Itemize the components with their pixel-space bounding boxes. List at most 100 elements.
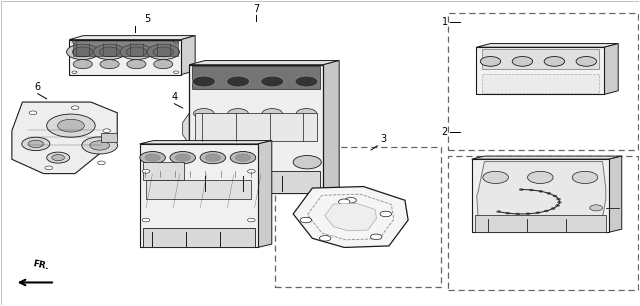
Circle shape xyxy=(380,211,392,217)
Polygon shape xyxy=(476,43,618,47)
Circle shape xyxy=(484,75,496,81)
Circle shape xyxy=(142,170,150,173)
Bar xyxy=(481,74,599,93)
Bar xyxy=(475,215,606,232)
Circle shape xyxy=(248,170,255,173)
Polygon shape xyxy=(69,35,195,39)
Polygon shape xyxy=(12,102,117,174)
Circle shape xyxy=(47,152,70,163)
Bar xyxy=(189,65,323,193)
Bar xyxy=(192,66,320,89)
Circle shape xyxy=(236,154,251,161)
Bar xyxy=(146,181,252,199)
Circle shape xyxy=(527,171,553,184)
Polygon shape xyxy=(258,140,272,248)
Circle shape xyxy=(190,155,226,172)
Circle shape xyxy=(576,57,596,66)
Circle shape xyxy=(371,234,382,240)
Circle shape xyxy=(517,75,529,81)
Circle shape xyxy=(544,57,564,66)
Circle shape xyxy=(512,57,532,66)
Circle shape xyxy=(120,44,152,60)
Bar xyxy=(448,13,638,150)
Polygon shape xyxy=(189,61,339,65)
Circle shape xyxy=(73,60,92,69)
Bar xyxy=(140,144,258,248)
Text: 1: 1 xyxy=(442,17,448,27)
Circle shape xyxy=(93,44,125,60)
Polygon shape xyxy=(604,43,618,95)
Polygon shape xyxy=(181,35,195,75)
Circle shape xyxy=(193,76,215,87)
Circle shape xyxy=(296,109,317,118)
Polygon shape xyxy=(140,140,272,144)
Circle shape xyxy=(103,129,111,132)
Polygon shape xyxy=(609,156,621,232)
Circle shape xyxy=(198,159,218,168)
Circle shape xyxy=(200,151,226,164)
Text: 3: 3 xyxy=(381,134,387,144)
Circle shape xyxy=(153,47,173,57)
Circle shape xyxy=(90,141,109,150)
Polygon shape xyxy=(477,162,606,217)
Circle shape xyxy=(536,212,540,214)
Bar xyxy=(448,156,638,290)
Circle shape xyxy=(127,60,146,69)
Circle shape xyxy=(553,195,557,197)
Circle shape xyxy=(300,217,312,223)
Circle shape xyxy=(319,236,331,241)
Circle shape xyxy=(345,197,356,203)
Circle shape xyxy=(547,192,551,194)
Text: FR.: FR. xyxy=(31,259,49,272)
Circle shape xyxy=(590,205,603,211)
Circle shape xyxy=(556,205,559,207)
Bar xyxy=(481,49,599,69)
Circle shape xyxy=(28,140,44,147)
Circle shape xyxy=(550,75,561,81)
Circle shape xyxy=(519,189,523,191)
Circle shape xyxy=(58,119,84,132)
Circle shape xyxy=(248,218,255,222)
Circle shape xyxy=(72,41,77,43)
Circle shape xyxy=(260,76,284,87)
Circle shape xyxy=(194,109,214,118)
Bar xyxy=(143,162,184,181)
Circle shape xyxy=(293,155,321,169)
Circle shape xyxy=(100,60,119,69)
Circle shape xyxy=(142,218,150,222)
Circle shape xyxy=(551,207,555,209)
Bar xyxy=(72,41,178,56)
Circle shape xyxy=(339,199,350,204)
Circle shape xyxy=(557,201,561,203)
Circle shape xyxy=(45,166,52,170)
Circle shape xyxy=(205,154,221,161)
Circle shape xyxy=(82,137,118,154)
Bar xyxy=(192,171,320,193)
Circle shape xyxy=(98,161,105,165)
Circle shape xyxy=(67,44,99,60)
Circle shape xyxy=(480,57,500,66)
Circle shape xyxy=(154,60,173,69)
Circle shape xyxy=(545,210,548,212)
Circle shape xyxy=(47,114,95,137)
Circle shape xyxy=(72,47,93,57)
Circle shape xyxy=(173,71,179,73)
Circle shape xyxy=(140,151,165,164)
FancyBboxPatch shape xyxy=(69,39,181,75)
Circle shape xyxy=(22,137,50,151)
Circle shape xyxy=(539,190,543,192)
Circle shape xyxy=(529,189,533,191)
Polygon shape xyxy=(182,114,189,144)
Text: 5: 5 xyxy=(145,14,150,24)
Circle shape xyxy=(29,111,36,115)
Bar xyxy=(195,114,317,141)
Circle shape xyxy=(230,151,256,164)
Circle shape xyxy=(173,41,179,43)
Circle shape xyxy=(227,76,250,87)
Circle shape xyxy=(557,198,561,200)
Circle shape xyxy=(72,71,77,73)
Circle shape xyxy=(526,213,530,215)
Bar xyxy=(275,147,442,287)
Text: 4: 4 xyxy=(172,92,177,102)
Bar xyxy=(476,47,604,95)
